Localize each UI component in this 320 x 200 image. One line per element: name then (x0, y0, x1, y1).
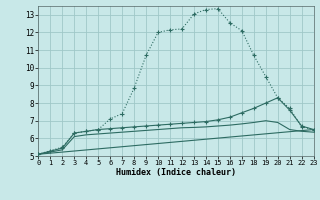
X-axis label: Humidex (Indice chaleur): Humidex (Indice chaleur) (116, 168, 236, 177)
